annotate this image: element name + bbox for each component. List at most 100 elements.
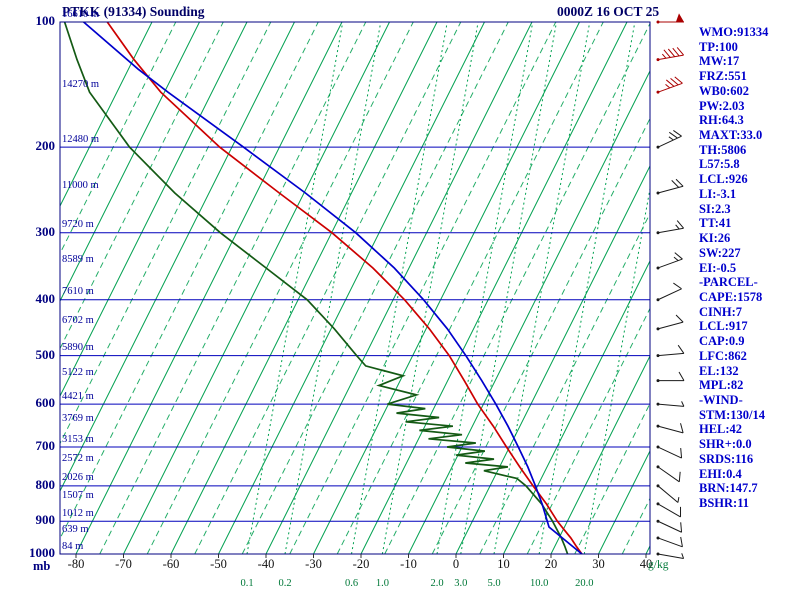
- index-wb0: WB0:602: [699, 83, 749, 98]
- height-label: 3769 m: [62, 412, 94, 424]
- wind-barb: [656, 130, 682, 149]
- adiabat-dashed-line: [194, 22, 462, 554]
- wind-barb: [656, 536, 683, 548]
- isotherm-line: [60, 22, 295, 493]
- pressure-tick-label: 1000: [29, 545, 55, 560]
- index-lfc: LFC:862: [699, 348, 747, 363]
- mixing-ratio-label: 5.0: [487, 578, 501, 589]
- wind-barb: [656, 465, 681, 483]
- mixing-ratio-label: 10.0: [529, 578, 549, 589]
- wind-barb: [656, 371, 685, 383]
- temp-tick-label: 10: [497, 557, 510, 571]
- pressure-tick-label: 700: [35, 438, 56, 454]
- wind-barb: [656, 502, 682, 518]
- index-el: EL:132: [699, 363, 739, 378]
- wind-barb: [656, 47, 684, 62]
- index-tp: TP:100: [699, 39, 738, 54]
- traces: [63, 22, 583, 554]
- mixing-ratio-line: [493, 22, 591, 554]
- pressure-tick-label: 100: [35, 13, 56, 28]
- trace-dewpoint: [63, 22, 569, 554]
- index-mpl: MPL:82: [699, 378, 744, 393]
- wind-barb: [656, 552, 685, 560]
- pressure-unit-label: mb: [33, 559, 51, 573]
- index-stm: STM:130/14: [699, 407, 765, 422]
- pressure-tick-label: 400: [35, 290, 56, 306]
- mixing-ratio-line: [246, 22, 344, 554]
- wind-barb: [656, 252, 683, 270]
- isotherm-line: [218, 22, 485, 554]
- isotherm-line: [455, 164, 650, 554]
- mixing-ratio-line: [460, 22, 558, 554]
- isotherm-line: [60, 22, 248, 398]
- height-label: 2572 m: [62, 453, 94, 465]
- pressure-tick-label: 600: [35, 395, 56, 411]
- height-label: 5122 m: [62, 367, 94, 379]
- mixing-ratio-line: [583, 185, 650, 554]
- pressure-tick-label: 200: [35, 138, 56, 154]
- mixing-ratio-label: 3.0: [454, 578, 468, 589]
- isotherm-line: [360, 22, 628, 554]
- isotherm-line: [170, 22, 438, 554]
- height-label: 84 m: [62, 540, 84, 552]
- height-label: 3153 m: [62, 433, 94, 445]
- datetime-label: 0000Z 16 OCT 25: [557, 4, 660, 19]
- index-pw: PW:2.03: [699, 98, 745, 113]
- adiabat-dashed-line: [574, 402, 650, 554]
- isotherm-line: [60, 22, 153, 208]
- adiabat-dashed-line: [289, 22, 557, 554]
- isotherm-line: [598, 449, 650, 554]
- trace-parcel: [83, 22, 583, 554]
- temp-tick-label: -10: [400, 557, 417, 571]
- temp-tick-label: 40: [639, 557, 653, 571]
- wind-barb: [656, 445, 683, 459]
- height-label: 14270 m: [62, 78, 100, 90]
- height-label: 16610 m: [62, 8, 100, 20]
- mixing-ratio-line: [381, 22, 479, 554]
- index-tt: TT:41: [699, 216, 732, 231]
- isotherm-line: [123, 22, 390, 554]
- wind-barb: [656, 282, 682, 302]
- mixing-ratio-line: [284, 22, 382, 554]
- height-label: 639 m: [62, 524, 89, 536]
- mixing-ratio-line: [538, 22, 636, 554]
- index-brn: BRN:147.7: [699, 481, 758, 496]
- isotherm-line: [75, 22, 343, 554]
- isotherm-line: [60, 22, 200, 303]
- wind-barb: [656, 13, 684, 24]
- index-shr: SHR+:0.0: [699, 437, 752, 452]
- temp-tick-label: 20: [544, 557, 558, 571]
- adiabat-dashed-line: [241, 22, 509, 554]
- height-label: 2026 m: [62, 472, 94, 484]
- adiabat-dashed-line: [336, 22, 604, 554]
- index-ei: EI:-0.5: [699, 260, 737, 275]
- temp-tick-label: 0: [452, 557, 460, 571]
- height-label: 7610 m: [62, 286, 94, 298]
- wind-barb: [656, 401, 685, 407]
- mixing-ratio-label: 0.2: [278, 578, 292, 589]
- index-cap: CAP:0.9: [699, 334, 745, 349]
- height-label: 9720 m: [62, 219, 94, 231]
- wind-barb: [656, 178, 684, 195]
- wind-barb: [656, 344, 685, 358]
- pressure-tick-label: 300: [35, 223, 56, 239]
- pressure-tick-label: 900: [35, 512, 56, 528]
- index-li: LI:-3.1: [699, 186, 737, 201]
- page-title: PTKK (91334) Sounding: [62, 4, 205, 19]
- adiabat-dashed-line: [60, 22, 272, 445]
- pressure-tick-label: 500: [35, 346, 56, 362]
- height-label: 12480 m: [62, 133, 100, 145]
- index-lcl: LCL:917: [699, 319, 748, 334]
- index-ehi: EHI:0.4: [699, 466, 742, 481]
- mixing-ratio-label: 1.0: [375, 578, 389, 589]
- height-label: 5890 m: [62, 342, 94, 354]
- adiabat-dashed-line: [384, 22, 650, 554]
- height-label: 1507 m: [62, 490, 94, 502]
- wind-barb: [656, 423, 684, 434]
- temp-tick-label: -20: [352, 557, 370, 571]
- height-label: 8589 m: [62, 254, 94, 266]
- wind-barb: [656, 220, 684, 235]
- adiabat-dashed-line: [431, 117, 650, 554]
